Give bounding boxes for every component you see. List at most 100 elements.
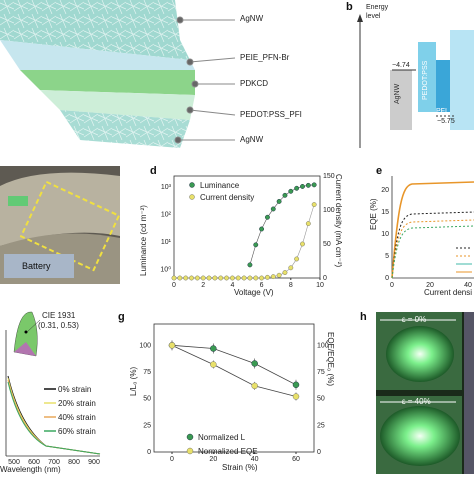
d-current-point (282, 270, 288, 276)
energy-axis-label-2: level (366, 13, 381, 20)
g-EQE-point (292, 393, 300, 400)
d-ytick-left-1: 10¹ (161, 239, 172, 246)
g-xtick-40: 40 (251, 456, 259, 463)
panel-label-d: d (150, 165, 157, 177)
g-ytick-left-100: 100 (139, 342, 151, 349)
e-curve-dash-1 (391, 211, 474, 279)
g-ytick-left-0: 0 (147, 449, 151, 456)
d-luminance-point (282, 192, 288, 198)
d-luminance-point (300, 183, 305, 189)
d-legend-current: Current density (200, 193, 255, 202)
panel-d-chart: 0 2 4 6 8 10 10⁰ 10¹ 10² 10³ 0 50 100 150 Voltage (V)… (139, 166, 344, 300)
d-ytick-left-3: 10³ (161, 184, 172, 191)
panel-label-g: g (118, 311, 125, 323)
g-L-point (251, 360, 258, 367)
f-xlabel: Wavelength (nm) (0, 465, 61, 474)
g-ytick-right-50: 50 (317, 396, 325, 403)
wearable-device-photo (0, 166, 120, 284)
d-current-point (177, 275, 183, 281)
g-L-point (210, 345, 217, 352)
panel-label-b: b (346, 1, 353, 13)
d-current-point (206, 275, 212, 281)
agnw-bar (390, 70, 412, 130)
e-ytick-15: 15 (381, 209, 389, 216)
d-luminance-point (311, 182, 317, 188)
e-ytick-5: 5 (385, 253, 389, 260)
el-spectrum-chart: 500 600 700 800 900 (5, 311, 101, 466)
pfi-bar (436, 60, 450, 112)
layer-shape-pedot (40, 90, 195, 120)
d-ylabel-right: Current density (mA cm⁻²) (334, 174, 343, 268)
g-ytick-right-100: 100 (317, 342, 329, 349)
layer-label-pedot: PEDOT:PSS_PFI (240, 110, 302, 119)
energy-value-2: −5.75 (437, 118, 455, 125)
f-xtick-700: 700 (48, 459, 60, 466)
g-legend-marker-L (186, 433, 194, 441)
cie-point (24, 330, 28, 334)
normalized-strain-chart: 0 20 40 60 0 0 25 25 50 50 75 75 100 100 (139, 323, 329, 463)
g-legend-EQE: Normalized EQE (198, 447, 258, 456)
d-current-point (229, 275, 235, 281)
d-plot-frame (173, 175, 321, 279)
d-xtick-4: 4 (230, 282, 234, 289)
d-ytick-right-150: 150 (323, 173, 335, 180)
d-current-point (276, 272, 282, 278)
d-current-point (300, 241, 305, 247)
e-ytick-10: 10 (381, 231, 389, 238)
g-EQE-point (168, 342, 176, 349)
g-legend-L: Normalized L (198, 433, 246, 442)
e-ytick-20: 20 (381, 187, 389, 194)
e-xtick-40: 40 (464, 282, 472, 289)
d-current-point (259, 275, 265, 281)
f-spectrum-3 (7, 381, 101, 455)
d-xtick-8: 8 (289, 282, 293, 289)
d-current-line (174, 204, 315, 279)
d-current-point (311, 202, 317, 208)
g-ytick-left-25: 25 (143, 422, 151, 429)
e-curve-dash-3 (391, 225, 474, 279)
f-xtick-800: 800 (68, 459, 80, 466)
d-xtick-2: 2 (201, 282, 205, 289)
d-ytick-right-100: 100 (323, 207, 335, 214)
panel-label-e: e (376, 165, 383, 177)
d-luminance-point (247, 262, 253, 268)
cie-coord: (0.31, 0.53) (38, 321, 79, 330)
d-ytick-left-0: 10⁰ (160, 266, 171, 274)
d-current-point (183, 275, 189, 281)
pfi-level-label: PFI (436, 108, 447, 115)
d-current-point (171, 275, 177, 281)
d-current-point (224, 275, 230, 281)
d-legend-marker-lum (189, 182, 195, 188)
d-ylabel-left: Luminance (cd m⁻²) (139, 205, 148, 276)
h-label-2: ε = 40% (402, 397, 431, 406)
d-luminance-point (253, 242, 259, 248)
layer-shape-peie (0, 40, 195, 70)
d-luminance-point (305, 182, 311, 188)
f-legend-0: 0% strain (58, 385, 92, 394)
layer-label-agnw-bottom: AgNW (240, 135, 264, 144)
d-luminance-point (288, 188, 294, 194)
d-luminance-point (259, 226, 265, 232)
energy-value-1: −4.74 (392, 62, 410, 69)
panel-e-chart: 0 20 40 0 5 10 15 20 Current densi EQE (%) (366, 166, 474, 300)
e-ytick-0: 0 (385, 275, 389, 282)
d-current-point (270, 274, 276, 280)
agnw-level-label: AgNW (394, 83, 401, 104)
d-current-point (294, 256, 300, 262)
layer-shape-pdkcd (20, 70, 195, 95)
d-current-point (194, 275, 200, 281)
cie-title: CIE 1931 (42, 311, 76, 320)
stretch-photos (376, 312, 474, 474)
d-luminance-point (264, 214, 270, 220)
d-legend-luminance: Luminance (200, 181, 240, 190)
panel-h-photos: ε = 0% ε = 40% (376, 312, 474, 474)
d-current-point (235, 275, 241, 281)
d-current-point (212, 275, 218, 281)
d-current-point (189, 275, 194, 281)
d-xlabel: Voltage (V) (234, 288, 274, 297)
g-xtick-60: 60 (292, 456, 300, 463)
g-ylabel-left: L/L₀ (%) (129, 366, 138, 396)
g-EQE-point (210, 361, 217, 368)
d-luminance-point (294, 185, 300, 191)
d-luminance-point (270, 206, 276, 212)
